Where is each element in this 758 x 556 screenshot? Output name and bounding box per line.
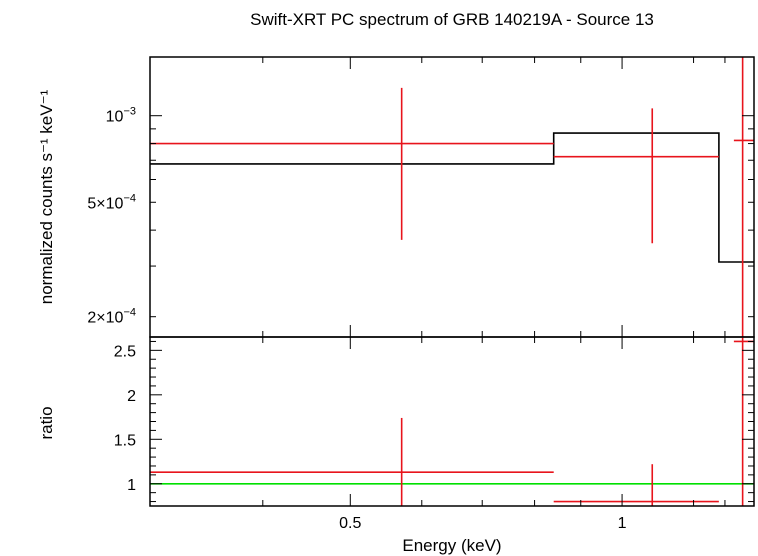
ratio-data-point [553,464,719,506]
ratio-panel-frame [149,336,755,507]
spectrum-y-tick-label: 5×10−4 [87,192,136,212]
ratio-panel: 1 1.5 2 2.5 0.5 1 ratio Energy (keV) [37,336,755,555]
spectrum-data-point [733,57,754,337]
model-step-line [150,132,754,263]
ratio-y-tick-label: 2 [127,388,136,405]
spectrum-y-tick-label: 2×10−4 [87,307,136,327]
ratio-y-tick-label: 1 [127,477,136,494]
x-tick-label: 0.5 [339,515,361,532]
spectrum-panel: 10−3 5×10−4 2×10−4 normalized counts s⁻¹ k… [37,56,755,338]
spectrum-data-point [553,108,719,244]
x-axis-label: Energy (keV) [402,536,501,555]
spectrum-data-point [150,87,554,240]
ratio-y-tick-label: 1.5 [114,432,136,449]
ratio-y-axis-label: ratio [37,406,56,439]
x-tick-label: 1 [618,515,627,532]
spectrum-y-tick-label: 10−3 [106,106,136,126]
chart-title: Swift-XRT PC spectrum of GRB 140219A - S… [250,10,654,29]
ratio-data-point [150,417,554,506]
spectrum-y-axis-label: normalized counts s⁻¹ keV⁻¹ [37,89,56,304]
ratio-y-tick-label: 2.5 [114,343,136,360]
spectrum-panel-frame [149,56,755,338]
